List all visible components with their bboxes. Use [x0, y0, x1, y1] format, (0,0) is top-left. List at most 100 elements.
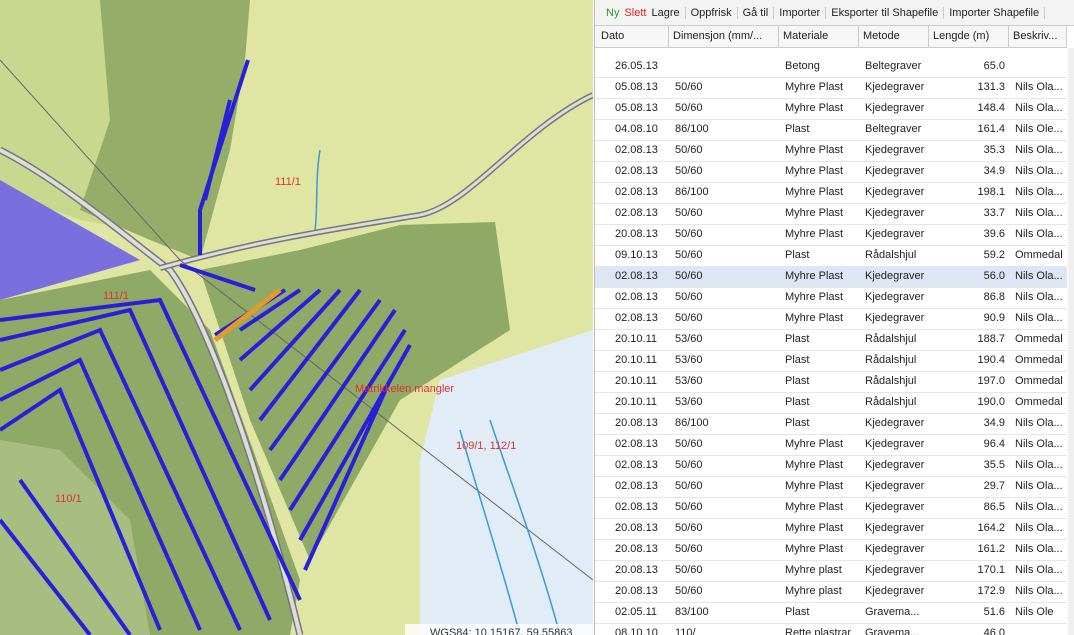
column-header[interactable]: Dimensjon (mm/... [669, 26, 779, 47]
table-cell: 35.5 [983, 459, 1005, 471]
table-row[interactable]: 26.05.13 Betong Beltegraver 65.0 [595, 56, 1067, 78]
table-cell: 172.9 [977, 585, 1005, 597]
table-row[interactable]: 05.08.13 50/60 Myhre Plast Kjedegraver 148.4… [595, 98, 1067, 120]
table-cell: 50/60 [675, 165, 703, 177]
table-cell: 86/100 [675, 123, 709, 135]
table-cell: 131.3 [977, 81, 1005, 93]
table-cell: 02.08.13 [615, 144, 658, 156]
toolbar-button[interactable]: Importer [774, 6, 827, 19]
table-cell: 53/60 [675, 375, 703, 387]
table-row[interactable]: 08.10.10 110/Rette plastrar Gravema... 46.0 [595, 623, 1067, 635]
table-cell: 170.1 [977, 564, 1005, 576]
table-cell: 02.08.13 [615, 165, 658, 177]
table-cell: 02.08.13 [615, 501, 658, 513]
table-cell: 50/60 [675, 585, 703, 597]
table-cell: Nils Ola... [1015, 228, 1063, 240]
table-row[interactable]: 02.05.11 83/100 Plast Gravema... 51.6 Nils Ol… [595, 602, 1067, 624]
table-cell: Nils Ola... [1015, 585, 1063, 597]
toolbar-button[interactable]: Importer Shapefile [944, 6, 1046, 19]
table-row[interactable]: 02.08.13 50/60 Myhre Plast Kjedegraver 96.4 N… [595, 434, 1067, 456]
column-header[interactable]: Metode [859, 26, 929, 47]
table-row[interactable]: 02.08.13 50/60 Myhre Plast Kjedegraver 35.3 N… [595, 140, 1067, 162]
table-cell: 161.2 [977, 543, 1005, 555]
table-row[interactable]: 02.08.13 86/100 Myhre Plast Kjedegraver 198.… [595, 182, 1067, 204]
map-label: 111/1 [275, 176, 301, 188]
table-cell: Ommedal [1015, 249, 1063, 261]
toolbar-button[interactable]: Lagre [649, 6, 686, 19]
table-cell: Kjedegraver [865, 438, 925, 450]
table-panel: Ny Slett Lagre Oppfrisk Gå til Importer Ekspor… [594, 0, 1074, 635]
table-row[interactable]: 04.08.10 86/100 Plast Beltegraver 161.4 Nils … [595, 119, 1067, 141]
road [159, 93, 593, 270]
table-cell: 34.9 [983, 165, 1005, 177]
toolbar-button[interactable]: Oppfrisk [686, 6, 738, 19]
table-row[interactable]: 02.08.13 50/60 Myhre Plast Kjedegraver 86.8 N… [595, 287, 1067, 309]
table-row[interactable]: 20.08.13 50/60 Myhre Plast Kjedegraver 164.2… [595, 518, 1067, 540]
table-cell: 20.10.11 [615, 333, 658, 345]
table-cell: Kjedegraver [865, 81, 925, 93]
table-row[interactable]: 02.08.13 50/60 Myhre Plast Kjedegraver 34.9 N… [595, 161, 1067, 183]
column-header[interactable]: Dato [597, 26, 669, 47]
table-cell: Myhre Plast [785, 480, 844, 492]
table-cell: Nils Ola... [1015, 312, 1063, 324]
table-cell: Kjedegraver [865, 144, 925, 156]
toolbar-button[interactable]: Slett [624, 6, 647, 19]
table-row[interactable]: 20.10.11 53/60 Plast Rådalshjul 197.0 Ommedal [595, 371, 1067, 393]
table-cell: Nils Ola... [1015, 165, 1063, 177]
toolbar: Ny Slett Lagre Oppfrisk Gå til Importer Ekspor… [595, 0, 1074, 26]
table-row[interactable]: 02.08.13 50/60 Myhre Plast Kjedegraver 33.7 N… [595, 203, 1067, 225]
table-cell: 20.08.13 [615, 522, 658, 534]
table-cell: Ommedal [1015, 396, 1063, 408]
table-cell: Betong [785, 60, 820, 72]
table-row[interactable]: 02.08.13 50/60 Myhre Plast Kjedegraver 90.9 N… [595, 308, 1067, 330]
scrollbar[interactable] [1068, 48, 1074, 635]
table-cell: 86/100 [675, 186, 709, 198]
column-header[interactable]: Beskriv... [1009, 26, 1067, 47]
table-row[interactable]: 02.08.13 50/60 Myhre Plast Kjedegraver 56.0 N… [595, 266, 1067, 288]
table-cell: Kjedegraver [865, 585, 925, 597]
table-cell: Nils Ola... [1015, 522, 1063, 534]
table-row[interactable]: 09.10.13 50/60 Plast Rådalshjul 59.2 Ommedal [595, 245, 1067, 267]
toolbar-button[interactable]: Eksporter til Shapefile [826, 6, 945, 19]
table-cell: Myhre Plast [785, 81, 844, 93]
table-cell: 51.6 [983, 606, 1005, 618]
table-row[interactable]: 05.08.13 50/60 Myhre Plast Kjedegraver 131.3… [595, 77, 1067, 99]
table-cell: 34.9 [983, 417, 1005, 429]
table-row[interactable]: 20.08.13 50/60 Myhre plast Kjedegraver 170.1… [595, 560, 1067, 582]
toolbar-button[interactable]: Ny [606, 6, 620, 19]
table-row[interactable]: 20.10.11 53/60 Plast Rådalshjul 190.4 Ommedal [595, 350, 1067, 372]
table-row[interactable]: 20.08.13 50/60 Myhre Plast Kjedegraver 39.6 N… [595, 224, 1067, 246]
table-cell: Nils Ola... [1015, 81, 1063, 93]
stream [314, 149, 561, 635]
table-cell: 50/60 [675, 522, 703, 534]
table-cell: 86.5 [983, 501, 1005, 513]
table-cell: 35.3 [983, 144, 1005, 156]
terrain [0, 440, 150, 635]
table-cell: 39.6 [983, 228, 1005, 240]
table-cell: 02.08.13 [615, 312, 658, 324]
map[interactable]: 111/1 111/1 109/1, 112/1 110/1 Matrikkel… [0, 0, 593, 635]
table-cell: Nils Ola... [1015, 270, 1063, 282]
table-row[interactable]: 02.08.13 50/60 Myhre Plast Kjedegraver 29.7 N… [595, 476, 1067, 498]
table-cell: 65.0 [983, 60, 1005, 72]
table-cell: 02.08.13 [615, 270, 658, 282]
table-row[interactable]: 02.08.13 50/60 Myhre Plast Kjedegraver 86.5 N… [595, 497, 1067, 519]
table-row[interactable]: 20.10.11 53/60 Plast Rådalshjul 190.0 Ommedal [595, 392, 1067, 414]
water [420, 330, 593, 635]
table-cell: Nils Ola... [1015, 144, 1063, 156]
column-header[interactable]: Materiale [779, 26, 859, 47]
table-row[interactable]: 20.08.13 50/60 Myhre plast Kjedegraver 172.9… [595, 581, 1067, 603]
table-cell: Kjedegraver [865, 102, 925, 114]
table-row[interactable]: 02.08.13 50/60 Myhre Plast Kjedegraver 35.5 N… [595, 455, 1067, 477]
table-cell: 33.7 [983, 207, 1005, 219]
table-cell: Myhre Plast [785, 501, 844, 513]
table-row[interactable]: 20.08.13 86/100 Plast Kjedegraver 34.9 Nils O… [595, 413, 1067, 435]
table-row[interactable]: 20.10.11 53/60 Plast Rådalshjul 188.7 Ommedal [595, 329, 1067, 351]
road [0, 148, 302, 635]
column-header[interactable]: Lengde (m) [929, 26, 1009, 47]
table-cell: 50/60 [675, 291, 703, 303]
table-cell: Rådalshjul [865, 333, 917, 345]
table-row[interactable]: 20.08.13 50/60 Myhre Plast Kjedegraver 161.2… [595, 539, 1067, 561]
table-cell: Nils Ola... [1015, 207, 1063, 219]
toolbar-button[interactable]: Gå til [738, 6, 775, 19]
